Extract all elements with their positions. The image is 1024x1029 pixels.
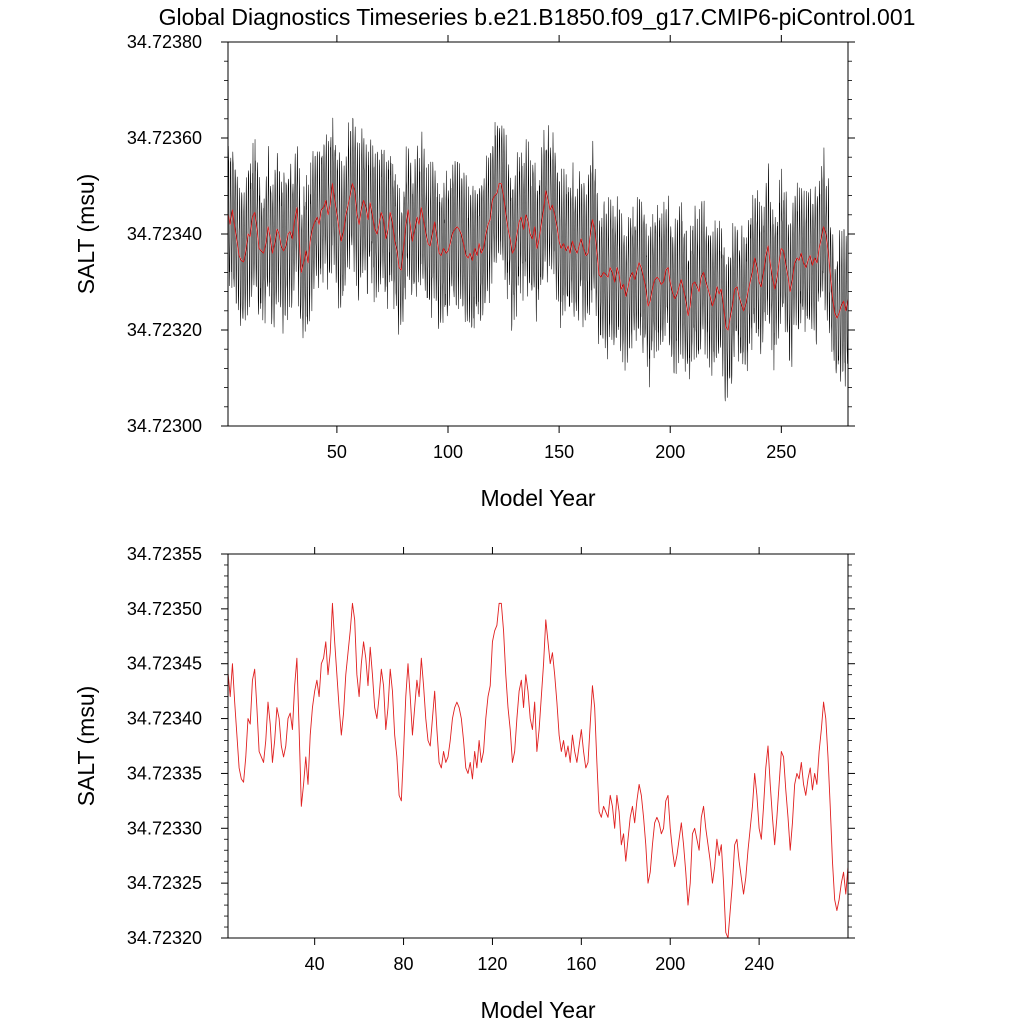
- y-tick-label: 34.72300: [127, 416, 202, 436]
- y-axis-label: SALT (msu): [73, 686, 99, 807]
- annual-mean-line: [228, 183, 848, 331]
- y-tick-label: 34.72325: [127, 873, 202, 893]
- y-tick-label: 34.72355: [127, 544, 202, 564]
- y-tick-label: 34.72330: [127, 818, 202, 838]
- y-tick-label: 34.72340: [127, 709, 202, 729]
- y-tick-label: 34.72335: [127, 763, 202, 783]
- x-tick-label: 50: [327, 442, 347, 462]
- x-tick-label: 150: [544, 442, 574, 462]
- y-tick-label: 34.72340: [127, 224, 202, 244]
- y-tick-label: 34.72320: [127, 320, 202, 340]
- y-tick-label: 34.72320: [127, 928, 202, 948]
- y-tick-label: 34.72345: [127, 654, 202, 674]
- x-tick-label: 240: [744, 954, 774, 974]
- y-tick-label: 34.72350: [127, 599, 202, 619]
- y-axis-label: SALT (msu): [73, 174, 99, 295]
- monthly-mean-line: [228, 117, 848, 402]
- x-tick-label: 250: [766, 442, 796, 462]
- x-tick-label: 100: [433, 442, 463, 462]
- x-tick-label: 160: [566, 954, 596, 974]
- x-axis-label: Model Year: [480, 485, 595, 511]
- monthly-panel: 50 100 150 200 250 34.72300 34.72320 34.72340 34…: [73, 32, 855, 511]
- annual-mean-line: [228, 602, 848, 938]
- figure-title: Global Diagnostics Timeseries b.e21.B185…: [159, 4, 916, 30]
- annual-panel: 40 80 120 160 200 240 34.72320 34.72325 34.72330…: [73, 544, 855, 1023]
- plot-frame: [227, 553, 849, 939]
- y-tick-label: 34.72360: [127, 128, 202, 148]
- x-tick-label: 200: [655, 442, 685, 462]
- y-tick-label: 34.72380: [127, 32, 202, 52]
- x-axis-label: Model Year: [480, 997, 595, 1023]
- x-tick-label: 120: [477, 954, 507, 974]
- x-tick-label: 40: [305, 954, 325, 974]
- x-tick-label: 80: [394, 954, 414, 974]
- x-tick-label: 200: [655, 954, 685, 974]
